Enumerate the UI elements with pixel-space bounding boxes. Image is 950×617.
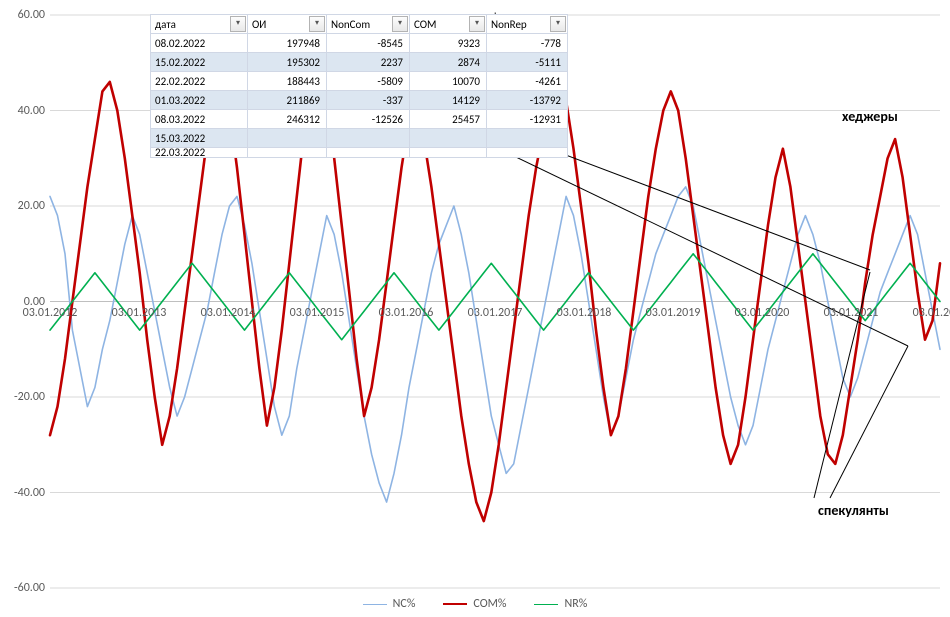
table-cell[interactable]: -778 [487, 34, 568, 53]
table-row[interactable]: 22.02.2022188443-580910070-4261 [151, 72, 568, 91]
col-header-label: NonRep [491, 18, 527, 31]
x-tick-label: 03.01.2015 [290, 306, 345, 320]
col-header-label: дата [155, 18, 176, 31]
filter-dropdown-icon[interactable]: ▾ [230, 16, 246, 32]
filter-dropdown-icon[interactable]: ▾ [309, 16, 325, 32]
table-cell[interactable]: 188443 [248, 72, 327, 91]
table-cell[interactable]: 08.03.2022 [151, 110, 248, 129]
table-cell[interactable]: 22.02.2022 [151, 72, 248, 91]
x-tick-label: 03.01.2020 [735, 306, 790, 320]
table-row[interactable]: 15.03.2022 [151, 129, 568, 148]
table-cell[interactable] [487, 129, 568, 148]
table-cell[interactable]: 195302 [248, 53, 327, 72]
table-cell[interactable]: -5111 [487, 53, 568, 72]
x-tick-label: 03.01.2016 [379, 306, 434, 320]
legend-label: COM% [473, 597, 506, 611]
table-cell[interactable]: 25457 [410, 110, 487, 129]
legend-swatch [534, 604, 558, 605]
table-cell[interactable]: 01.03.2022 [151, 91, 248, 110]
y-tick-label: -60.00 [5, 581, 45, 595]
x-tick-label: 03.01.2022 [913, 306, 950, 320]
legend-label: NR% [564, 597, 587, 611]
col-header-date[interactable]: дата ▾ [151, 15, 248, 34]
filter-dropdown-icon[interactable]: ▾ [550, 16, 566, 32]
x-tick-label: 03.01.2014 [201, 306, 256, 320]
col-header-label: COM [414, 18, 436, 31]
legend-swatch [363, 604, 387, 605]
table-cell[interactable] [327, 129, 410, 148]
col-header-oi[interactable]: ОИ ▾ [248, 15, 327, 34]
table-cell[interactable]: 15.02.2022 [151, 53, 248, 72]
y-tick-label: -40.00 [5, 486, 45, 500]
annotation-speculators: спекулянты [818, 502, 889, 519]
table-cell[interactable] [410, 129, 487, 148]
legend-label: NC% [393, 597, 416, 611]
table-cell[interactable]: 2237 [327, 53, 410, 72]
table-row[interactable]: 01.03.2022211869-33714129-13792 [151, 91, 568, 110]
table-row[interactable]: 15.02.202219530222372874-5111 [151, 53, 568, 72]
table-cell[interactable]: 9323 [410, 34, 487, 53]
legend-swatch [443, 603, 467, 605]
col-header-noncom[interactable]: NonCom ▾ [327, 15, 410, 34]
col-header-nonrep[interactable]: NonRep ▾ [487, 15, 568, 34]
annotation-hedgers: хеджеры [842, 108, 898, 125]
legend-item[interactable]: NR% [534, 597, 587, 611]
table-cell[interactable]: -13792 [487, 91, 568, 110]
filter-dropdown-icon[interactable]: ▾ [392, 16, 408, 32]
table-cell[interactable]: 08.02.2022 [151, 34, 248, 53]
table-header-row: дата ▾ ОИ ▾ NonCom ▾ COM ▾ NonRep ▾ [151, 15, 568, 34]
table-cell[interactable]: 2874 [410, 53, 487, 72]
table-cell[interactable]: -12526 [327, 110, 410, 129]
x-tick-label: 03.01.2021 [824, 306, 879, 320]
x-tick-label: 03.01.2013 [112, 306, 167, 320]
chart-legend: NC% COM% NR% [0, 595, 950, 612]
chart-container: -60.00-40.00-20.000.0020.0040.0060.00 03… [0, 0, 950, 617]
table-cell[interactable]: 15.03.2022 [151, 129, 248, 148]
table-cell[interactable]: -5809 [327, 72, 410, 91]
legend-item[interactable]: NC% [363, 597, 416, 611]
table-cell: 22.03.2022 [151, 148, 248, 159]
x-tick-label: 03.01.2012 [23, 306, 78, 320]
x-tick-label: 03.01.2018 [557, 306, 612, 320]
y-tick-label: 60.00 [5, 8, 45, 22]
y-tick-label: -20.00 [5, 390, 45, 404]
data-table: дата ▾ ОИ ▾ NonCom ▾ COM ▾ NonRep ▾ [150, 14, 568, 158]
table-cell[interactable]: 246312 [248, 110, 327, 129]
table-cell[interactable]: 14129 [410, 91, 487, 110]
table-cell[interactable]: 197948 [248, 34, 327, 53]
legend-item[interactable]: COM% [443, 597, 506, 611]
table-cell[interactable]: -4261 [487, 72, 568, 91]
col-header-label: NonCom [331, 18, 370, 31]
y-tick-label: 20.00 [5, 199, 45, 213]
filter-dropdown-icon[interactable]: ▾ [469, 16, 485, 32]
table-row-partial: 22.03.2022 [151, 148, 568, 159]
table-cell[interactable]: 10070 [410, 72, 487, 91]
table-cell[interactable] [248, 129, 327, 148]
table-row[interactable]: 08.03.2022246312-1252625457-12931 [151, 110, 568, 129]
x-tick-label: 03.01.2019 [646, 306, 701, 320]
col-header-com[interactable]: COM ▾ [410, 15, 487, 34]
table-cell[interactable]: 211869 [248, 91, 327, 110]
table-cell[interactable]: -12931 [487, 110, 568, 129]
table-cell[interactable]: -8545 [327, 34, 410, 53]
table-row[interactable]: 08.02.2022197948-85459323-778 [151, 34, 568, 53]
table-cell[interactable]: -337 [327, 91, 410, 110]
y-tick-label: 40.00 [5, 104, 45, 118]
col-header-label: ОИ [252, 18, 266, 31]
x-tick-label: 03.01.2017 [468, 306, 523, 320]
